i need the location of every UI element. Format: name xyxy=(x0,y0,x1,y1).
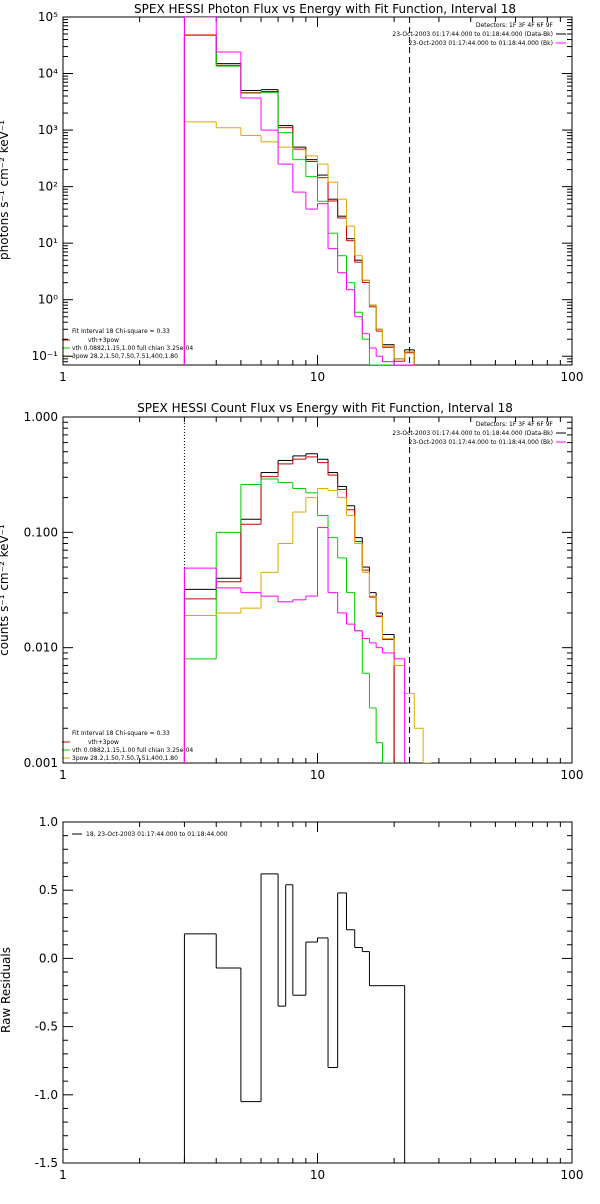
residuals-plot-frame xyxy=(62,821,573,1164)
count-y-tick-label: 0.001 xyxy=(24,756,58,770)
photon-data-interval-text: 23-Oct-2003 01:17:44.000 to 01:18:44.000… xyxy=(392,31,553,38)
photon-series-group xyxy=(183,17,415,365)
count-chart-title: SPEX HESSI Count Flux vs Energy with Fit… xyxy=(137,401,513,415)
count-y-axis-label: counts s⁻¹ cm⁻² keV⁻¹ xyxy=(0,524,11,656)
count-x-tick-label: 1 xyxy=(59,768,67,782)
count-fit-legend: Fit Interval 18 Chi-square = 0.33 vth+3p… xyxy=(62,730,193,762)
residuals-series-residual xyxy=(183,873,406,1163)
residuals-y-tick-label: -1.0 xyxy=(35,1088,58,1102)
count-y-tick-label: 1.000 xyxy=(24,410,58,424)
photon-series-3pow xyxy=(183,121,415,365)
count-x-tick-label: 100 xyxy=(561,768,584,782)
photon-series-data-bk xyxy=(183,34,415,365)
count-series-bk xyxy=(183,527,406,763)
residuals-x-tick-label: 100 xyxy=(561,1168,584,1182)
residuals-y-tick-label: -1.5 xyxy=(35,1156,58,1170)
photon-fit-vth-text: vth 0.0882,1.15,1.00 full chian 3.25e-04 xyxy=(72,345,193,352)
photon-fit-legend: Fit Interval 18 Chi-square = 0.33 vth+3p… xyxy=(62,328,193,360)
photon-fit-interval-text: Fit Interval 18 Chi-square = 0.33 xyxy=(72,328,170,335)
residuals-y-axis-label: Raw Residuals xyxy=(0,947,13,1033)
count-series-vth xyxy=(183,478,395,763)
count-series-3pow xyxy=(183,487,432,763)
photon-x-tick-label: 1 xyxy=(59,370,67,384)
photon-series-vth-3pow xyxy=(183,34,415,365)
count-flux-chart: SPEX HESSI Count Flux vs Energy with Fit… xyxy=(0,401,583,782)
count-detectors-text: Detectors: 1F 3F 4F 6F 9F xyxy=(476,421,554,428)
count-y-tick-label: 0.100 xyxy=(24,525,58,539)
photon-x-tick-label: 100 xyxy=(561,370,584,384)
photon-y-tick-label: 10⁴ xyxy=(38,67,58,81)
residuals-y-tick-label: 0.5 xyxy=(39,883,58,897)
count-y-tick-label: 0.010 xyxy=(24,641,58,655)
count-x-tick-label: 10 xyxy=(310,768,325,782)
photon-y-tick-label: 10¹ xyxy=(38,236,58,250)
count-fit-interval-text: Fit Interval 18 Chi-square = 0.33 xyxy=(72,730,170,737)
residuals-series-group xyxy=(183,873,406,1163)
count-bk-interval-text: 23-Oct-2003 01:17:44.000 to 01:18:44.000… xyxy=(409,439,553,446)
residuals-y-tick-label: -0.5 xyxy=(35,1020,58,1034)
count-fit-3pow-text: 3pow 28.2,1.50,7.50,7.51,400,1.80 xyxy=(72,755,178,762)
photon-series-bk xyxy=(183,17,415,365)
photon-bk-interval-text: 23-Oct-2003 01:17:44.000 to 01:18:44.000… xyxy=(409,40,553,47)
count-series-group xyxy=(183,453,432,763)
residuals-x-tick-label: 1 xyxy=(59,1168,67,1182)
photon-y-tick-label: 10⁻¹ xyxy=(32,349,59,363)
count-data-interval-text: 23-Oct-2003 01:17:44.000 to 01:18:44.000… xyxy=(392,430,553,437)
residuals-y-tick-label: 0.0 xyxy=(39,951,58,965)
photon-y-tick-label: 10² xyxy=(38,180,58,194)
photon-chart-title: SPEX HESSI Photon Flux vs Energy with Fi… xyxy=(134,2,516,16)
photon-y-tick-label: 10⁰ xyxy=(38,293,58,307)
count-fit-vth-text: vth 0.0882,1.15,1.00 full chian 3.25e-04 xyxy=(72,747,193,754)
photon-flux-chart: SPEX HESSI Photon Flux vs Energy with Fi… xyxy=(0,2,583,384)
photon-detectors-text: Detectors: 1F 3F 4F 6F 9F xyxy=(476,22,554,29)
residuals-y-tick-label: 1.0 xyxy=(39,815,58,829)
photon-fit-total-text: vth+3pow xyxy=(88,337,119,344)
residuals-chart: Raw Residuals 18, 23-Oct-2003 01:17:44.0… xyxy=(0,815,583,1182)
residuals-x-tick-label: 10 xyxy=(310,1168,325,1182)
count-fit-total-text: vth+3pow xyxy=(88,739,119,746)
photon-y-tick-label: 10³ xyxy=(38,123,58,137)
photon-y-axis-label: photons s⁻¹ cm⁻² keV⁻¹ xyxy=(0,120,11,260)
photon-series-vth xyxy=(183,35,415,365)
photon-y-tick-label: 10⁵ xyxy=(38,10,58,24)
photon-fit-3pow-text: 3pow 28.2,1.50,7.50,7.51,400,1.80 xyxy=(72,353,178,360)
photon-x-tick-label: 10 xyxy=(310,370,325,384)
residuals-legend-label: 18, 23-Oct-2003 01:17:44.000 to 01:18:44… xyxy=(86,831,228,838)
